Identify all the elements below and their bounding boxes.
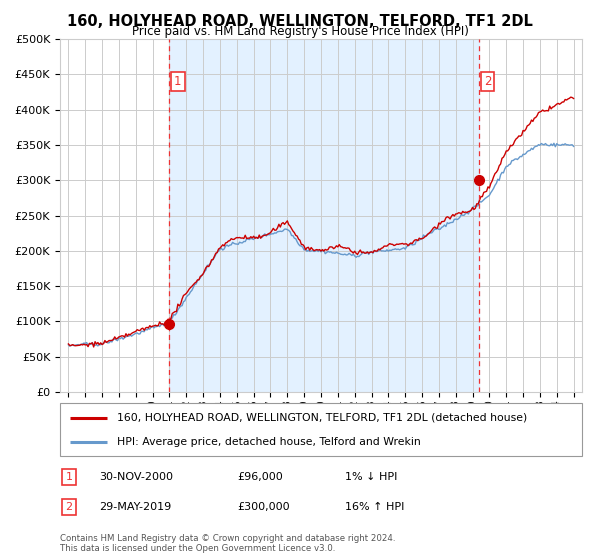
Text: Contains HM Land Registry data © Crown copyright and database right 2024.
This d: Contains HM Land Registry data © Crown c… — [60, 534, 395, 553]
Text: Price paid vs. HM Land Registry's House Price Index (HPI): Price paid vs. HM Land Registry's House … — [131, 25, 469, 38]
Text: 29-MAY-2019: 29-MAY-2019 — [99, 502, 171, 512]
Text: £300,000: £300,000 — [237, 502, 290, 512]
Text: HPI: Average price, detached house, Telford and Wrekin: HPI: Average price, detached house, Telf… — [118, 437, 421, 447]
Bar — [169, 39, 479, 392]
Text: 2: 2 — [484, 75, 491, 88]
Text: 2: 2 — [65, 502, 73, 512]
Text: 160, HOLYHEAD ROAD, WELLINGTON, TELFORD, TF1 2DL (detached house): 160, HOLYHEAD ROAD, WELLINGTON, TELFORD,… — [118, 413, 527, 423]
Text: 1: 1 — [174, 75, 182, 88]
Text: 160, HOLYHEAD ROAD, WELLINGTON, TELFORD, TF1 2DL: 160, HOLYHEAD ROAD, WELLINGTON, TELFORD,… — [67, 14, 533, 29]
Text: 1% ↓ HPI: 1% ↓ HPI — [345, 472, 397, 482]
Text: 1: 1 — [65, 472, 73, 482]
Text: 30-NOV-2000: 30-NOV-2000 — [99, 472, 173, 482]
Text: 16% ↑ HPI: 16% ↑ HPI — [345, 502, 404, 512]
FancyBboxPatch shape — [60, 403, 582, 456]
Text: £96,000: £96,000 — [237, 472, 283, 482]
